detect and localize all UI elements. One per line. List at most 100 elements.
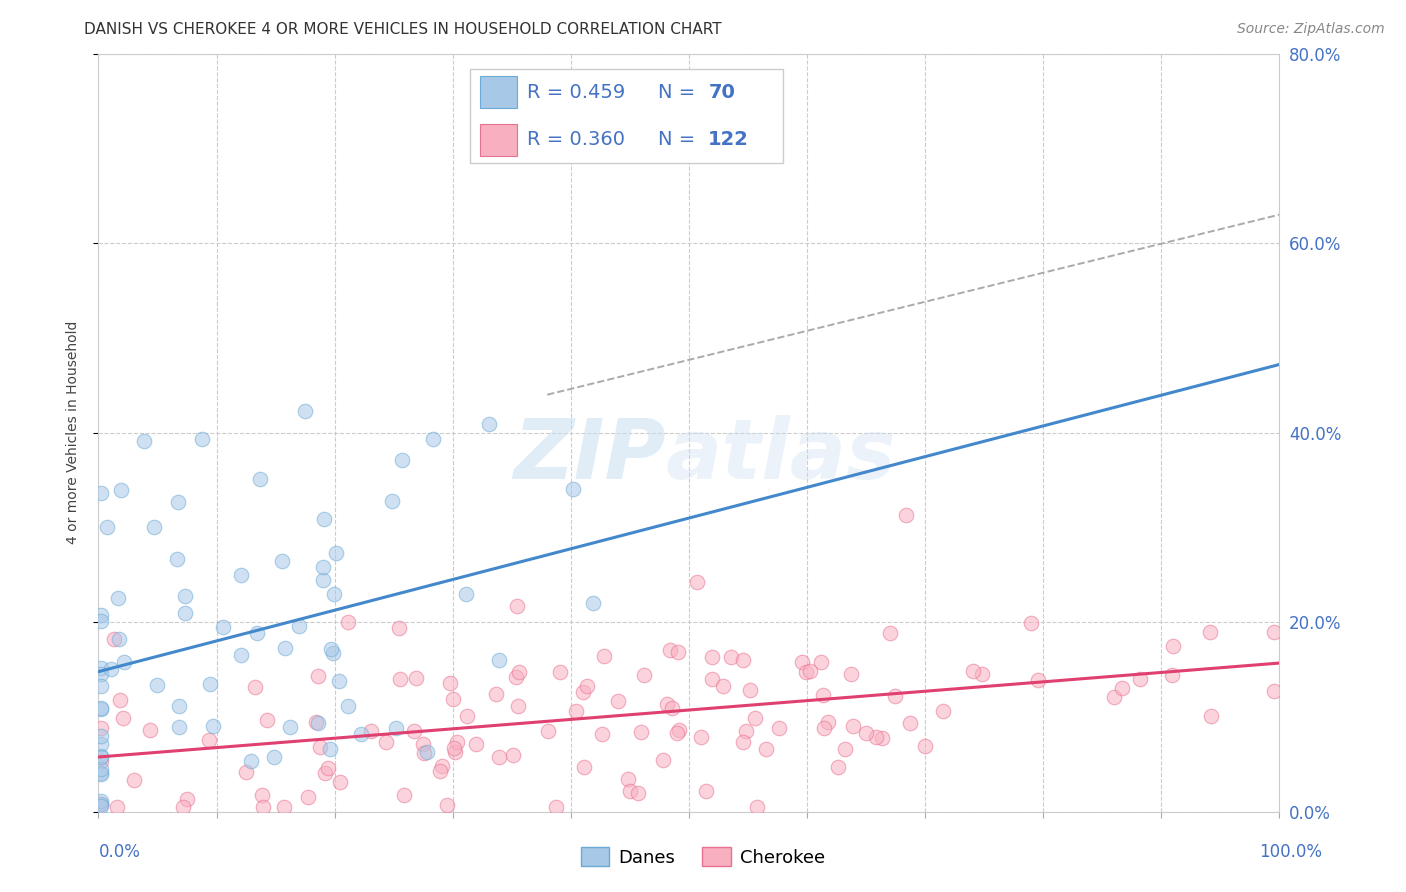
Point: [1263, 684, 1285, 698]
Point: [142, 520, 165, 534]
Point: [735, 724, 758, 739]
Point: [318, 761, 340, 775]
Point: [630, 725, 652, 739]
Point: [478, 417, 501, 431]
Point: [246, 626, 269, 640]
Point: [288, 619, 311, 633]
Point: [456, 587, 478, 601]
Point: [842, 719, 865, 733]
Point: [666, 645, 689, 659]
Point: [90, 607, 112, 622]
Text: 100.0%: 100.0%: [1260, 843, 1322, 861]
Point: [655, 697, 678, 711]
Point: [107, 591, 129, 605]
Point: [436, 798, 458, 813]
Point: [412, 737, 434, 751]
Point: [273, 800, 295, 814]
Point: [124, 772, 146, 787]
Point: [792, 655, 814, 669]
Text: DANISH VS CHEROKEE 4 OR MORE VEHICLES IN HOUSEHOLD CORRELATION CHART: DANISH VS CHEROKEE 4 OR MORE VEHICLES IN…: [84, 22, 723, 37]
Point: [443, 740, 465, 755]
Point: [485, 688, 508, 702]
Point: [90, 799, 112, 814]
Point: [239, 754, 262, 768]
Point: [337, 615, 360, 630]
Point: [429, 764, 451, 779]
Point: [132, 434, 155, 449]
Point: [970, 666, 993, 681]
Point: [190, 432, 212, 446]
Point: [962, 665, 984, 679]
Point: [652, 754, 675, 768]
Point: [278, 720, 301, 734]
Text: 0.0%: 0.0%: [98, 843, 141, 861]
Point: [167, 495, 190, 509]
Point: [263, 749, 285, 764]
Point: [96, 520, 118, 534]
Point: [738, 682, 761, 697]
Point: [311, 560, 333, 574]
Point: [1019, 616, 1042, 631]
Point: [619, 784, 641, 798]
Point: [1160, 668, 1182, 682]
Point: [198, 733, 221, 747]
Point: [755, 742, 778, 756]
Point: [616, 772, 638, 786]
Point: [90, 700, 112, 714]
Point: [90, 486, 112, 500]
Point: [465, 737, 488, 751]
Point: [166, 552, 188, 566]
Point: [870, 731, 893, 745]
Point: [90, 763, 112, 777]
Point: [167, 719, 190, 733]
Point: [747, 800, 769, 814]
Point: [90, 767, 112, 781]
Point: [110, 483, 132, 498]
Point: [329, 775, 352, 789]
Point: [139, 723, 162, 738]
Point: [592, 649, 614, 664]
Point: [176, 792, 198, 806]
Point: [243, 680, 266, 694]
Point: [422, 432, 444, 446]
Point: [312, 573, 335, 587]
Point: [865, 730, 887, 744]
Point: [488, 750, 510, 764]
Point: [385, 721, 408, 735]
Point: [855, 726, 877, 740]
Point: [914, 739, 936, 753]
Point: [443, 745, 465, 759]
Point: [90, 797, 112, 811]
Point: [537, 724, 560, 739]
Point: [90, 797, 112, 811]
Point: [1161, 639, 1184, 653]
Point: [658, 643, 681, 657]
Point: [834, 742, 856, 756]
Point: [404, 723, 426, 738]
Point: [273, 640, 295, 655]
Point: [768, 721, 790, 735]
Point: [606, 694, 628, 708]
Point: [202, 718, 225, 732]
Point: [198, 677, 221, 691]
Point: [100, 661, 122, 675]
Point: [827, 759, 849, 773]
Point: [548, 665, 571, 679]
Point: [174, 589, 197, 603]
Text: atlas: atlas: [665, 415, 896, 496]
Point: [389, 672, 412, 686]
Point: [250, 788, 273, 802]
Point: [695, 783, 717, 797]
Point: [488, 653, 510, 667]
Point: [813, 721, 835, 735]
Point: [506, 599, 529, 614]
Point: [794, 665, 817, 679]
Point: [229, 568, 252, 582]
Point: [546, 800, 568, 814]
Point: [169, 699, 191, 714]
Point: [456, 709, 478, 723]
Point: [1111, 681, 1133, 695]
Point: [387, 621, 409, 635]
Point: [212, 619, 235, 633]
Point: [90, 661, 112, 675]
